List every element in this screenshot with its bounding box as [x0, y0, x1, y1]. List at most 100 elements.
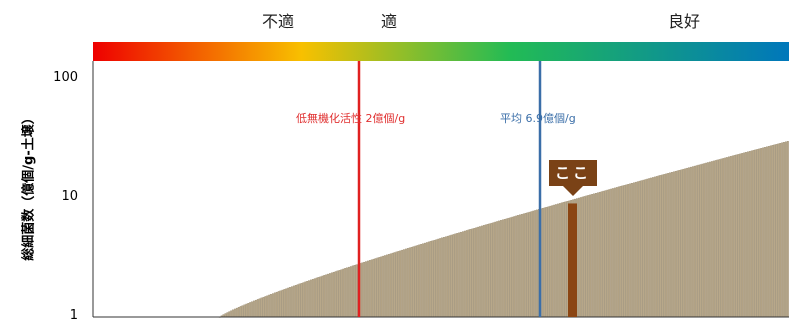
bar: [631, 182, 633, 318]
bar: [450, 234, 453, 318]
bar: [486, 224, 489, 318]
bar: [758, 148, 761, 318]
bar: [365, 261, 367, 318]
bar: [558, 203, 561, 318]
bar: [416, 245, 419, 318]
bar: [275, 291, 278, 318]
bar: [340, 269, 343, 318]
bar: [460, 231, 462, 318]
bar: [368, 260, 371, 318]
bar: [249, 302, 252, 318]
bar: [629, 183, 632, 318]
bar: [606, 189, 609, 318]
bar: [281, 289, 284, 318]
bar: [564, 201, 567, 318]
bar: [317, 277, 320, 318]
y-tick-100: 100: [53, 70, 78, 85]
bar: [526, 212, 529, 318]
bar: [682, 168, 685, 318]
bar: [691, 166, 694, 318]
bar: [760, 148, 763, 318]
bar: [308, 280, 310, 318]
bar: [726, 157, 728, 318]
bar: [595, 193, 597, 318]
bar: [741, 153, 744, 318]
bar: [720, 158, 723, 318]
bar: [427, 241, 430, 318]
bar: [562, 202, 565, 318]
bar: [273, 292, 276, 318]
bar: [653, 176, 656, 318]
bar: [311, 279, 314, 318]
bar: [463, 230, 466, 318]
bar: [589, 194, 592, 318]
bar: [399, 250, 402, 318]
bar: [378, 257, 381, 318]
bar: [412, 246, 415, 318]
bar: [353, 265, 356, 318]
bar: [511, 216, 514, 318]
bar: [777, 143, 780, 318]
color-scale-bar: [93, 42, 789, 61]
bar: [524, 212, 527, 318]
bar: [475, 227, 478, 318]
bar: [420, 244, 423, 318]
bar: [614, 187, 616, 318]
bar: [731, 155, 734, 318]
bar: [699, 164, 702, 318]
bar: [425, 242, 428, 318]
bar: [621, 185, 624, 318]
bar: [338, 270, 341, 318]
bar: [458, 232, 461, 318]
bar: [663, 174, 666, 318]
bar: [566, 201, 569, 318]
bar: [332, 271, 335, 318]
bar: [283, 289, 286, 318]
bar: [646, 178, 649, 318]
bar: [344, 268, 347, 318]
bar: [422, 243, 424, 318]
bar: [678, 169, 681, 318]
bar: [638, 180, 641, 318]
bar: [444, 236, 447, 318]
bar: [243, 304, 246, 318]
bar: [536, 209, 538, 318]
bar: [596, 192, 599, 318]
bar: [600, 191, 603, 318]
bar: [509, 217, 512, 318]
bar: [264, 296, 267, 318]
bar: [403, 249, 405, 318]
bar: [697, 164, 700, 318]
bar: [232, 309, 234, 318]
bar: [701, 163, 704, 318]
bar: [247, 303, 250, 318]
bar: [513, 216, 516, 318]
bar: [657, 175, 660, 318]
bar: [604, 190, 607, 318]
bar: [718, 159, 721, 318]
bar: [693, 165, 696, 318]
bar: [268, 294, 271, 318]
bar: [500, 220, 502, 318]
bar: [482, 225, 485, 318]
bar: [327, 273, 329, 318]
bar: [336, 270, 339, 318]
bar: [226, 312, 229, 318]
bar: [443, 237, 445, 318]
bar: [462, 231, 464, 318]
bar: [577, 197, 580, 318]
bar: [285, 288, 288, 318]
bar: [306, 281, 309, 318]
bar: [519, 214, 521, 318]
bar: [587, 195, 590, 318]
bar: [429, 241, 432, 318]
bar: [414, 245, 417, 318]
bar: [625, 184, 628, 318]
bar: [739, 153, 742, 318]
bar: [387, 254, 390, 318]
bar: [313, 278, 316, 318]
bar: [467, 229, 470, 318]
bar: [298, 283, 301, 318]
bar: [310, 279, 312, 318]
